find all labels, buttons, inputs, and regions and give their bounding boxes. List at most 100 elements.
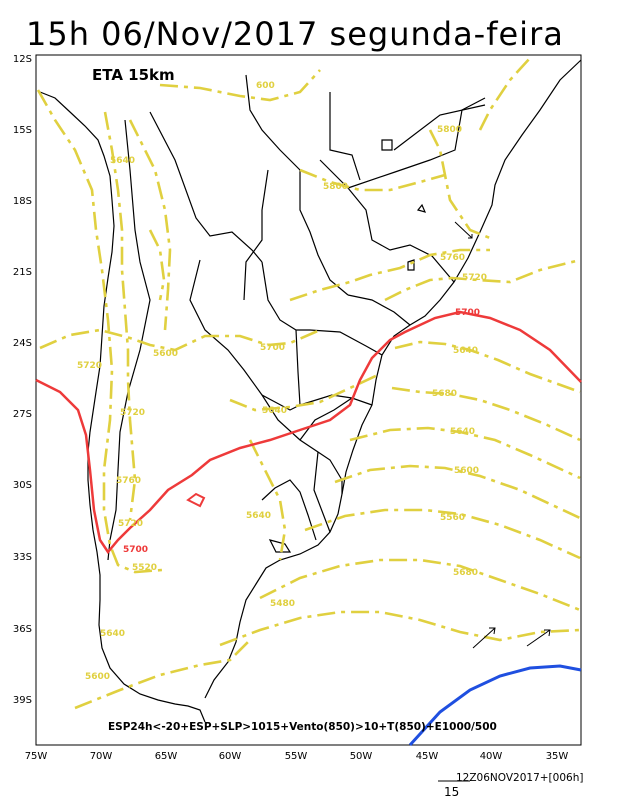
contour-label: 5700 xyxy=(260,343,285,353)
gh-contour-21 xyxy=(248,439,287,561)
contour-label: 5600 xyxy=(454,466,479,476)
wind-vectors xyxy=(454,221,551,649)
isotherm-label: 5700 xyxy=(123,545,148,555)
gh-contour-5 xyxy=(384,258,581,302)
lake xyxy=(381,139,393,151)
contour-label: 5720 xyxy=(77,361,102,371)
state-border-10 xyxy=(299,394,373,406)
contour-label: 5560 xyxy=(440,513,465,523)
vector-scale-value: 15 xyxy=(444,785,459,799)
wind-arrow-3 xyxy=(526,629,551,647)
isotherm-small-loop xyxy=(186,492,206,508)
gh-contour-16 xyxy=(159,69,321,102)
map-title: 15h 06/Nov/2017 segunda-feira xyxy=(26,15,564,53)
latitude-tick-label: 21S xyxy=(13,267,32,278)
contour-label: 5640 xyxy=(450,427,475,437)
state-border-8 xyxy=(347,294,411,326)
latitude-tick-label: 27S xyxy=(13,409,32,420)
longitude-tick-label: 55W xyxy=(285,751,308,762)
gh-contour-15 xyxy=(299,168,446,192)
product-caption: ESP24h<-20+ESP+SLP>1015+Vento(850)>10+T(… xyxy=(108,721,497,733)
rio-plata xyxy=(261,479,317,541)
gh-contour-11 xyxy=(304,508,581,560)
longitude-axis: 75W 70W 65W 60W 55W 50W 45W 40W 35W xyxy=(25,751,569,762)
pacific-coastline xyxy=(39,91,206,723)
country-border-4 xyxy=(295,329,301,406)
longitude-tick-label: 65W xyxy=(155,751,178,762)
island-1 xyxy=(416,203,427,213)
country-border-3 xyxy=(261,261,310,331)
country-border-7 xyxy=(299,397,353,441)
coastlines xyxy=(39,59,582,723)
country-border-2 xyxy=(189,259,301,411)
contour-label: 5520 xyxy=(132,563,157,573)
country-border-5 xyxy=(107,119,151,561)
gh-contour-3 xyxy=(39,328,321,352)
gh-contour-19 xyxy=(128,119,172,331)
gh-contour-6 xyxy=(289,248,490,302)
latitude-tick-label: 12S xyxy=(13,54,32,65)
gh-contour-9 xyxy=(349,426,581,480)
gh-contour-14 xyxy=(74,639,251,710)
longitude-tick-label: 45W xyxy=(416,751,439,762)
contour-label: 5640 xyxy=(110,156,135,166)
wind-arrow-1 xyxy=(454,221,473,239)
lagoon-argentina xyxy=(268,539,292,553)
contour-label: 5800 xyxy=(437,125,462,135)
isotherm-blue xyxy=(408,664,582,747)
latitude-tick-label: 33S xyxy=(13,552,32,563)
state-border-6 xyxy=(299,170,349,296)
gh-contour-10 xyxy=(334,464,581,520)
longitude-tick-label: 75W xyxy=(25,751,48,762)
gh-contour-18 xyxy=(478,57,531,131)
gh-contour-1 xyxy=(36,89,163,574)
longitude-tick-label: 70W xyxy=(90,751,113,762)
longitude-tick-label: 40W xyxy=(480,751,503,762)
contour-label: 5680 xyxy=(432,389,457,399)
state-border-7 xyxy=(243,169,269,301)
latitude-tick-label: 30S xyxy=(13,480,32,491)
latitude-tick-label: 36S xyxy=(13,624,32,635)
isotherm-5700 xyxy=(35,310,582,555)
state-border-9 xyxy=(309,329,383,356)
model-label: ETA 15km xyxy=(92,66,175,84)
valid-time-label: 12Z06NOV2017+[006h] xyxy=(456,772,583,784)
contour-labels: 600 5800 5640 5800 5760 5720 5720 5600 5700 5640 5… xyxy=(77,81,487,682)
contour-label: 5720 xyxy=(120,408,145,418)
latitude-tick-label: 15S xyxy=(13,125,32,136)
contour-label: 600 xyxy=(256,81,275,91)
state-border-2 xyxy=(347,97,486,189)
island-2 xyxy=(407,259,415,271)
uruguay-border xyxy=(313,451,331,533)
latitude-tick-label: 18S xyxy=(13,196,32,207)
contour-label: 5720 xyxy=(462,273,487,283)
contour-label: 5760 xyxy=(440,253,465,263)
longitude-tick-label: 35W xyxy=(546,751,569,762)
gh-contour-4 xyxy=(229,372,381,412)
contour-label: 5640 xyxy=(262,406,287,416)
geopotential-contours xyxy=(36,57,581,710)
country-border-1 xyxy=(149,111,263,263)
gh-contour-7 xyxy=(394,340,581,394)
gh-contour-12 xyxy=(259,558,581,612)
contour-label: 5800 xyxy=(323,182,348,192)
contour-label: 5720 xyxy=(118,519,143,529)
state-border-1 xyxy=(319,159,455,283)
latitude-tick-label: 24S xyxy=(13,338,32,349)
state-border-3 xyxy=(329,92,361,181)
gh-contour-17 xyxy=(428,129,491,240)
contour-label: 5600 xyxy=(85,672,110,682)
contour-label: 5480 xyxy=(270,599,295,609)
contour-label: 5760 xyxy=(116,476,141,486)
state-border-4 xyxy=(393,104,486,151)
longitude-tick-label: 50W xyxy=(350,751,373,762)
contour-label: 5640 xyxy=(453,346,478,356)
latitude-axis: 12S 15S 18S 21S 24S 27S 30S 33S 36S 39S xyxy=(13,54,32,706)
contour-label: 5640 xyxy=(100,629,125,639)
contour-label: 5640 xyxy=(246,511,271,521)
isotherm-label: 5700 xyxy=(455,308,480,318)
contour-label: 5600 xyxy=(153,349,178,359)
state-border-5 xyxy=(245,74,301,171)
atlantic-coastline xyxy=(204,59,582,699)
